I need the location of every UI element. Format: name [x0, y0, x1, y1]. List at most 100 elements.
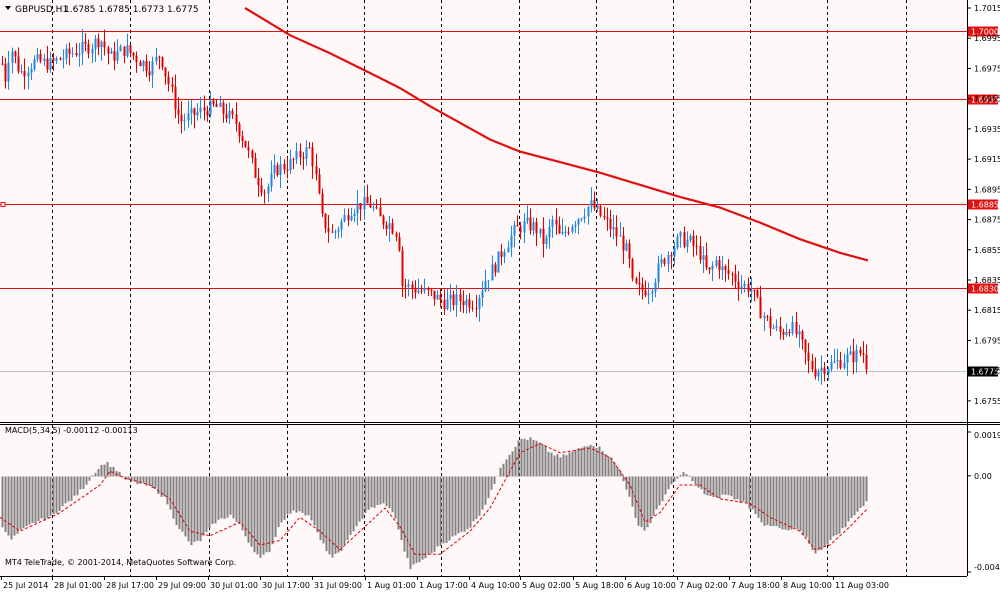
candle-body: [200, 108, 202, 112]
candle-body: [559, 225, 561, 234]
candle-body: [466, 299, 468, 305]
candle-body: [850, 351, 852, 354]
candle-body: [194, 108, 196, 115]
candle-body: [223, 103, 225, 114]
candle-body: [770, 317, 772, 329]
candle-body: [687, 240, 689, 247]
candle-body: [181, 115, 183, 122]
candle-body: [792, 322, 794, 333]
candle-body: [405, 286, 407, 287]
candle-body: [530, 218, 532, 231]
candle-body: [392, 223, 394, 233]
candle-body: [136, 56, 138, 62]
candle-body: [21, 71, 23, 72]
candle-body: [322, 193, 324, 213]
candle-body: [258, 178, 260, 185]
price-level-label: 1.6885: [971, 201, 999, 210]
candle-body: [232, 111, 234, 115]
candle-body: [229, 111, 231, 119]
candle-body: [402, 250, 404, 285]
level-anchor-handle[interactable]: [1, 203, 5, 207]
candle-body: [588, 207, 590, 217]
candle-body: [360, 203, 362, 209]
time-axis-label: 7 Aug 02:00: [679, 581, 728, 590]
candle-body: [527, 218, 529, 221]
candle-body: [12, 51, 14, 62]
candle-body: [684, 232, 686, 247]
candle-body: [408, 284, 410, 286]
chart-header: GBPUSD,H1 1.6785 1.6785 1.6773 1.6775: [5, 5, 199, 15]
candle-body: [504, 252, 506, 257]
candle-body: [639, 283, 641, 285]
candle-body: [658, 263, 660, 282]
candle-body: [290, 159, 292, 170]
time-axis-label: 28 Jul 01:00: [54, 581, 102, 590]
candle-body: [82, 42, 84, 54]
candle-body: [754, 290, 756, 291]
candle-body: [303, 157, 305, 158]
price-axis-label: 1.6935: [974, 125, 1000, 134]
candle-body: [709, 268, 711, 270]
candle-body: [380, 207, 382, 216]
candle-body: [520, 226, 522, 232]
candle-body: [728, 270, 730, 274]
candle-body: [805, 340, 807, 353]
candle-body: [354, 213, 356, 216]
candle-body: [50, 58, 52, 70]
candle-body: [840, 360, 842, 368]
candle-body: [264, 193, 266, 194]
candle-body: [319, 174, 321, 193]
candle-body: [146, 61, 148, 71]
candle-body: [600, 206, 602, 216]
candle-body: [536, 222, 538, 233]
candle-body: [463, 301, 465, 305]
candle-body: [479, 298, 481, 309]
candle-body: [453, 295, 455, 305]
candle-body: [476, 308, 478, 309]
candle-body: [72, 53, 74, 54]
candle-body: [156, 57, 158, 62]
macd-title: MACD(5,34,5) -0.00112 -0.00113: [5, 426, 138, 435]
candle-body: [24, 71, 26, 76]
time-axis-label: 5 Aug 18:00: [575, 581, 624, 590]
price-axis-label: 1.6895: [974, 185, 1000, 194]
price-axis-label: 1.6955: [974, 95, 1000, 104]
candle-body: [674, 248, 676, 257]
candle-body: [60, 58, 62, 59]
macd-axis-label: 0.0019: [974, 431, 1000, 440]
candle-body: [127, 45, 129, 56]
copyright-text: MT4 TeleTrade, © 2001-2014, MetaQuotes S…: [5, 558, 236, 567]
candle-body: [469, 299, 471, 307]
candle-body: [610, 219, 612, 229]
time-axis-label: 8 Aug 10:00: [783, 581, 832, 590]
candle-body: [344, 215, 346, 221]
candle-body: [533, 222, 535, 230]
candle-body: [312, 147, 314, 166]
candle-body: [175, 87, 177, 110]
candle-body: [332, 232, 334, 233]
candle-body: [242, 136, 244, 141]
candle-body: [764, 316, 766, 318]
candle-body: [261, 185, 263, 192]
candle-body: [837, 360, 839, 361]
candle-body: [133, 53, 135, 56]
time-axis-label: 30 Jul 01:00: [210, 581, 258, 590]
candle-body: [549, 227, 551, 238]
candle-body: [511, 236, 513, 248]
candle-body: [607, 217, 609, 219]
candle-body: [348, 215, 350, 220]
candle-body: [40, 54, 42, 61]
candle-body: [495, 264, 497, 272]
candle-body: [111, 51, 113, 53]
price-axis-label: 1.6815: [974, 306, 1000, 315]
candle-body: [210, 100, 212, 115]
candle-body: [415, 289, 417, 293]
candle-body: [389, 223, 391, 229]
candle-body: [287, 170, 289, 171]
candle-body: [655, 282, 657, 291]
candle-body: [396, 233, 398, 236]
candle-body: [28, 73, 30, 77]
time-axis-label: 6 Aug 10:00: [627, 581, 676, 590]
